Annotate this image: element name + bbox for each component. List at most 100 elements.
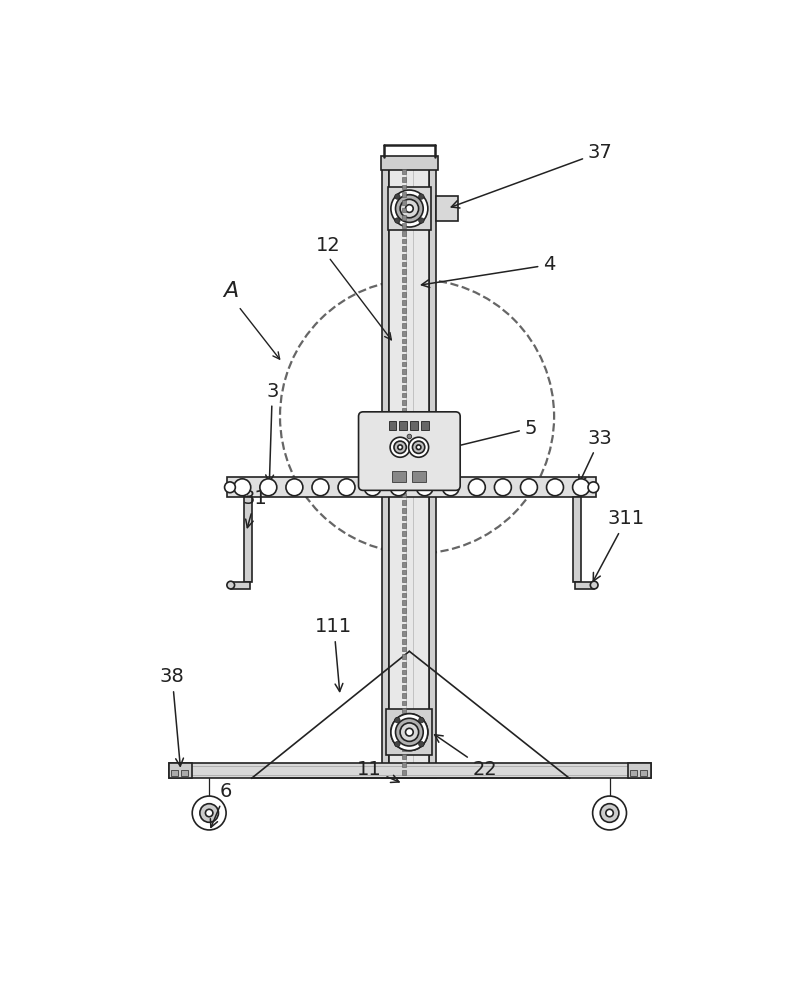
Bar xyxy=(630,770,638,776)
Bar xyxy=(402,254,406,259)
Bar xyxy=(640,770,647,776)
Circle shape xyxy=(419,717,424,723)
Circle shape xyxy=(200,804,219,822)
Circle shape xyxy=(394,717,400,723)
Bar xyxy=(402,393,406,397)
Bar xyxy=(402,477,406,482)
Bar xyxy=(231,582,250,589)
Circle shape xyxy=(395,195,423,222)
Text: 38: 38 xyxy=(160,667,184,766)
Circle shape xyxy=(400,723,419,741)
Text: 3: 3 xyxy=(266,382,278,483)
Circle shape xyxy=(391,190,428,227)
Bar xyxy=(402,600,406,605)
Bar xyxy=(390,712,429,752)
Circle shape xyxy=(405,728,413,736)
Bar xyxy=(402,762,406,767)
Bar xyxy=(410,421,418,430)
Circle shape xyxy=(394,441,406,453)
Ellipse shape xyxy=(286,479,303,496)
Circle shape xyxy=(588,482,599,493)
Bar xyxy=(402,562,406,567)
Circle shape xyxy=(413,441,425,453)
Bar xyxy=(402,377,406,382)
Ellipse shape xyxy=(312,479,329,496)
Bar xyxy=(382,162,390,778)
Bar xyxy=(402,570,406,574)
Bar xyxy=(402,754,406,759)
Bar xyxy=(402,339,406,343)
Bar xyxy=(402,747,406,751)
Circle shape xyxy=(395,718,423,746)
FancyBboxPatch shape xyxy=(359,412,460,490)
Bar xyxy=(575,582,594,589)
Bar xyxy=(402,716,406,721)
Text: 31: 31 xyxy=(243,489,268,528)
Ellipse shape xyxy=(364,479,381,496)
Text: 11: 11 xyxy=(357,760,399,782)
Bar xyxy=(402,593,406,597)
Circle shape xyxy=(391,714,428,751)
Bar xyxy=(402,708,406,713)
Bar xyxy=(402,662,406,667)
Bar xyxy=(402,677,406,682)
Bar xyxy=(180,770,188,776)
Bar xyxy=(390,162,429,778)
Bar xyxy=(402,169,406,174)
Bar xyxy=(628,763,651,778)
Bar xyxy=(402,654,406,659)
Bar xyxy=(402,539,406,544)
Bar xyxy=(402,346,406,351)
Bar xyxy=(402,462,406,466)
Bar xyxy=(413,471,426,482)
Circle shape xyxy=(224,482,235,493)
Bar xyxy=(402,246,406,251)
Text: 12: 12 xyxy=(316,236,340,255)
Text: 111: 111 xyxy=(316,617,352,691)
Bar xyxy=(402,446,406,451)
Bar xyxy=(402,731,406,736)
Bar xyxy=(402,470,406,474)
Bar xyxy=(402,500,406,505)
Bar xyxy=(393,471,406,482)
Bar xyxy=(402,385,406,389)
Ellipse shape xyxy=(390,479,407,496)
Bar xyxy=(399,421,407,430)
Bar xyxy=(169,763,651,778)
Bar xyxy=(402,739,406,744)
Circle shape xyxy=(192,796,226,830)
Ellipse shape xyxy=(546,479,564,496)
Bar xyxy=(402,631,406,636)
Circle shape xyxy=(394,194,400,199)
Ellipse shape xyxy=(521,479,537,496)
Bar xyxy=(402,647,406,651)
Bar xyxy=(402,431,406,436)
Circle shape xyxy=(400,723,419,741)
Bar xyxy=(402,200,406,205)
Circle shape xyxy=(398,445,402,450)
Bar xyxy=(402,231,406,235)
Circle shape xyxy=(405,205,413,212)
Bar xyxy=(402,639,406,644)
Bar xyxy=(402,423,406,428)
Circle shape xyxy=(592,796,626,830)
Ellipse shape xyxy=(417,479,433,496)
Bar xyxy=(402,308,406,312)
Bar xyxy=(244,497,251,582)
Bar xyxy=(402,693,406,698)
Bar xyxy=(402,362,406,366)
Circle shape xyxy=(419,741,424,747)
Circle shape xyxy=(395,718,423,746)
Circle shape xyxy=(419,741,424,747)
Bar xyxy=(402,531,406,536)
Circle shape xyxy=(606,809,613,817)
Text: 6: 6 xyxy=(211,782,232,827)
Bar xyxy=(402,577,406,582)
Circle shape xyxy=(227,581,235,589)
Bar xyxy=(402,439,406,443)
Bar xyxy=(402,262,406,266)
Bar xyxy=(381,156,438,170)
Circle shape xyxy=(394,741,400,747)
Bar xyxy=(421,421,429,430)
Bar xyxy=(402,685,406,690)
